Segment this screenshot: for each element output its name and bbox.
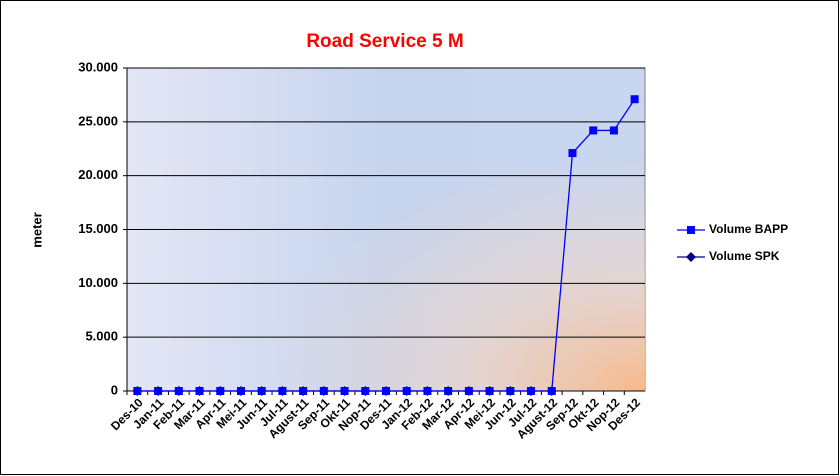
point: [589, 126, 598, 135]
point: [444, 387, 453, 395]
point: [278, 387, 287, 395]
point: [382, 387, 390, 395]
point: [423, 387, 432, 395]
y-tick-label: 0: [111, 382, 118, 397]
y-tick-label: 10.000: [78, 275, 118, 290]
point: [236, 387, 245, 395]
point: [299, 387, 308, 395]
legend-label: Volume SPK: [709, 249, 780, 263]
point: [527, 387, 536, 395]
point: [361, 387, 370, 395]
point: [547, 387, 556, 395]
y-tick-label: 5.000: [85, 329, 118, 344]
y-tick-label: 25.000: [78, 113, 118, 128]
point: [340, 387, 349, 395]
point: [174, 387, 183, 395]
point: [257, 387, 266, 395]
point: [154, 387, 163, 395]
point: [216, 387, 225, 395]
point: [506, 387, 515, 395]
point: [195, 387, 204, 395]
point: [686, 252, 696, 262]
y-axis-label: meter: [29, 212, 44, 247]
point: [319, 387, 328, 395]
y-tick-label: 15.000: [78, 221, 118, 236]
point: [687, 226, 695, 234]
point: [402, 387, 411, 395]
chart-title: Road Service 5 M: [306, 31, 463, 52]
point: [485, 387, 494, 395]
legend-label: Volume BAPP: [709, 222, 788, 236]
y-tick-label: 30.000: [78, 59, 118, 74]
point: [609, 126, 618, 135]
point: [133, 387, 142, 395]
point: [568, 149, 577, 158]
point: [464, 387, 473, 395]
y-tick-label: 20.000: [78, 167, 118, 182]
point: [630, 95, 639, 104]
